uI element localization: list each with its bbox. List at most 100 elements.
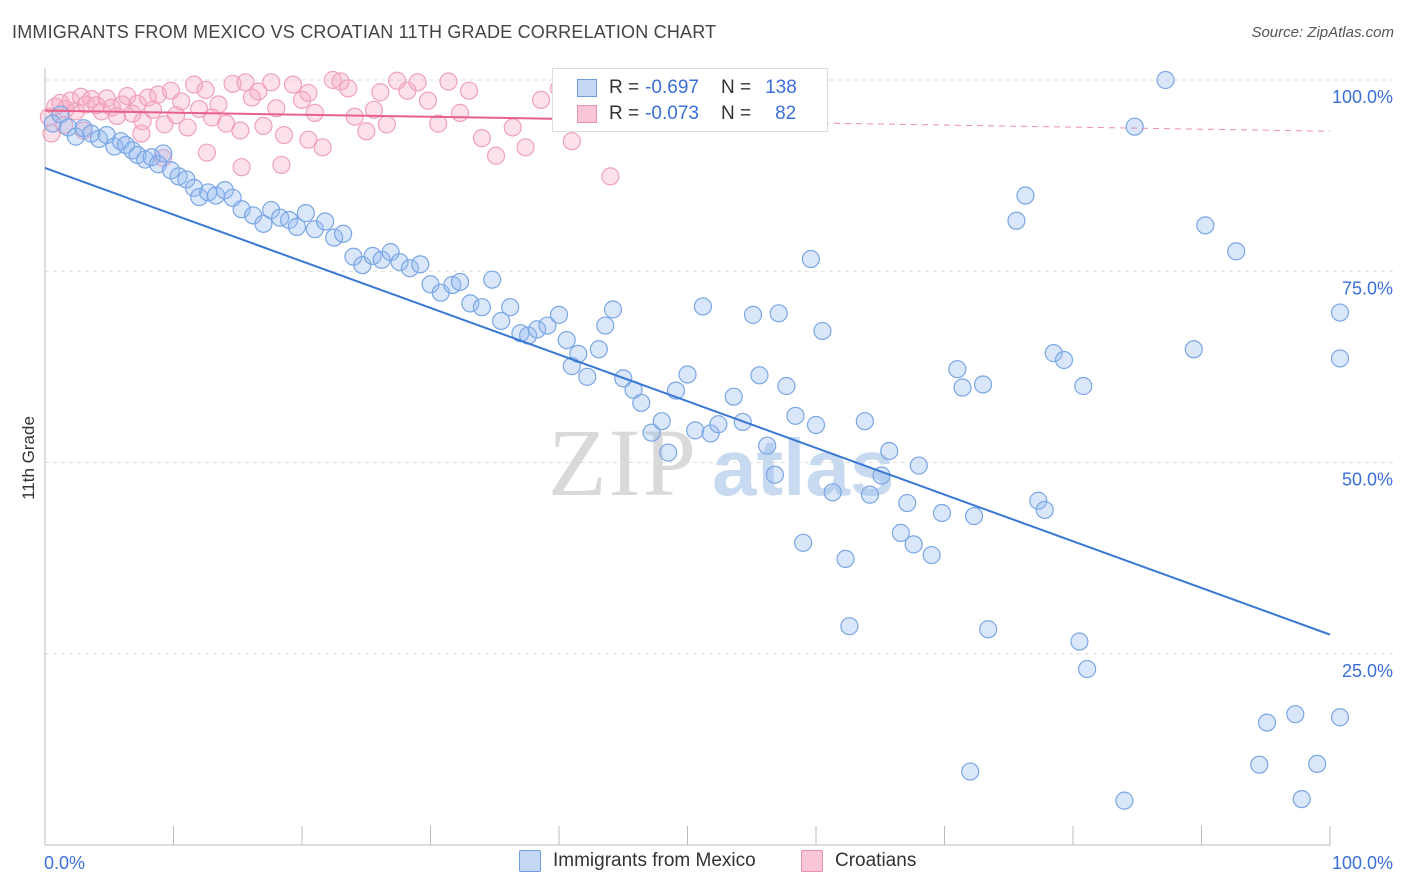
trend-line-mexico [44, 167, 1331, 636]
point-mexico [215, 181, 234, 200]
point-mexico [528, 320, 547, 339]
point-mexico [686, 421, 705, 440]
point-croatians [143, 100, 163, 119]
tick-labels: 25.0% 50.0% 75.0% 100.0% 0.0% 100.0% [44, 87, 1393, 873]
point-croatians [254, 116, 273, 136]
point-croatians [408, 73, 427, 92]
point-mexico [1074, 376, 1093, 396]
point-mexico [693, 297, 713, 316]
point-croatians [357, 122, 376, 141]
trend-lines [44, 109, 1331, 636]
point-croatians [339, 79, 358, 98]
point-mexico [948, 360, 967, 379]
point-mexico [1078, 659, 1097, 679]
point-mexico [589, 340, 608, 359]
point-croatians [418, 91, 438, 110]
point-croatians [345, 107, 364, 126]
point-mexico [961, 762, 980, 781]
legend-r-value: -0.697 [645, 77, 699, 98]
point-mexico [1250, 755, 1269, 774]
point-mexico [860, 485, 880, 504]
point-mexico [578, 367, 597, 386]
point-croatians [283, 75, 303, 94]
point-mexico [461, 294, 480, 313]
legend-item-mexico[interactable]: Immigrants from Mexico [519, 850, 756, 872]
point-mexico [642, 423, 661, 442]
point-mexico [142, 148, 161, 167]
point-mexico [801, 249, 820, 269]
point-croatians [364, 100, 384, 119]
point-mexico [1029, 491, 1048, 510]
point-mexico [632, 393, 651, 412]
point-mexico [659, 443, 678, 462]
point-mexico [363, 246, 382, 266]
legend-n-value: 138 [765, 77, 797, 98]
point-croatians [267, 99, 286, 118]
legend-r-label: R = [609, 77, 640, 98]
source-label: Source: ZipAtlas.com [1251, 24, 1394, 41]
point-mexico [305, 220, 324, 239]
point-mexico [492, 311, 511, 331]
point-mexico [254, 214, 273, 233]
point-mexico [1125, 117, 1144, 136]
point-mexico [1184, 340, 1203, 359]
point-mexico [743, 305, 763, 324]
point-croatians [172, 92, 191, 111]
legend-swatch-mexico [519, 850, 541, 872]
legend-swatch-croatians [801, 850, 823, 872]
point-croatians [531, 90, 551, 109]
legend-label-croatians: Croatians [835, 850, 917, 871]
legend-row-croatians: R = -0.073 N = 82 [577, 102, 802, 126]
point-mexico [501, 298, 520, 317]
point-croatians [209, 95, 228, 114]
point-croatians [299, 83, 318, 103]
point-mexico [724, 387, 743, 406]
point-mexico [1330, 708, 1350, 727]
point-mexico [813, 321, 832, 341]
point-mexico [1257, 713, 1277, 732]
trend-line-croatians-extension [558, 118, 1331, 132]
point-mexico [287, 217, 306, 236]
correlation-legend: R = -0.697 N = 138 R = -0.073 N = 82 [552, 68, 828, 132]
point-mexico [840, 617, 859, 636]
point-croatians [236, 73, 255, 92]
point-mexico [59, 118, 78, 137]
point-croatians [371, 83, 390, 102]
point-mexico [909, 456, 928, 475]
point-croatians [77, 95, 96, 114]
point-mexico [652, 412, 671, 431]
point-croatians [299, 130, 318, 149]
series-legend: Immigrants from Mexico Croatians [0, 850, 1406, 878]
point-mexico [973, 375, 993, 394]
point-mexico [836, 549, 855, 568]
legend-item-croatians[interactable]: Croatians [801, 850, 916, 872]
point-mexico [880, 441, 899, 461]
point-croatians [472, 129, 491, 148]
point-croatians [196, 80, 215, 100]
point-mexico [596, 316, 615, 335]
point-mexico [1227, 242, 1246, 261]
point-mexico [1016, 186, 1035, 205]
point-croatians [184, 75, 204, 94]
series-immigrants-from-mexico [43, 70, 1350, 810]
point-croatians [429, 114, 448, 133]
point-croatians [61, 91, 80, 110]
point-croatians [97, 89, 116, 108]
point-mexico [334, 224, 353, 243]
point-mexico [43, 114, 62, 133]
y-tick-label: 75.0% [1342, 278, 1393, 298]
point-mexico [678, 365, 697, 384]
watermark-atlas: atlas [712, 423, 894, 512]
point-mexico [280, 210, 299, 230]
point-croatians [450, 103, 470, 122]
point-mexico [979, 620, 998, 639]
point-mexico [777, 376, 796, 396]
point-mexico [769, 304, 788, 323]
point-mexico [538, 316, 557, 335]
point-mexico [154, 144, 173, 163]
point-croatians [118, 86, 137, 106]
point-mexico [904, 535, 923, 554]
point-mexico [758, 436, 777, 455]
point-mexico [1156, 70, 1175, 90]
